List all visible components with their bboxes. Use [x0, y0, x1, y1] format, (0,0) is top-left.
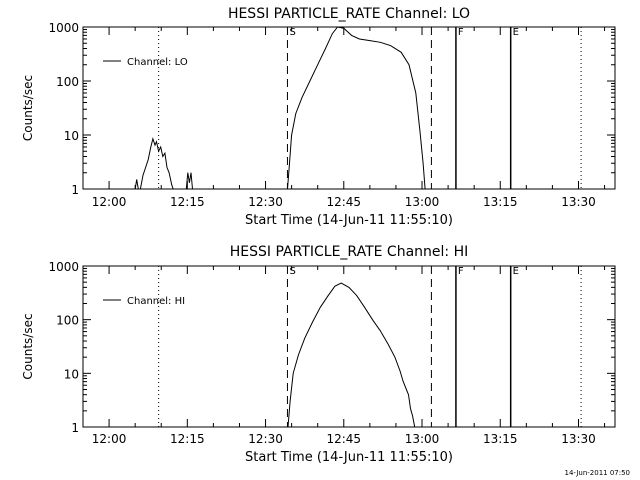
chart-title: HESSI PARTICLE_RATE Channel: HI: [230, 244, 468, 260]
plot-frame: [82, 265, 616, 428]
plot-frame: [82, 26, 616, 190]
time-marker-label: S: [289, 27, 295, 38]
x-tick-label: 12:45: [326, 195, 361, 209]
x-tick-label: 12:00: [92, 195, 127, 209]
x-tick-label: 13:30: [561, 195, 596, 209]
y-tick-label: 10: [64, 129, 79, 143]
x-tick-label: 13:00: [405, 432, 440, 446]
y-tick-label: 1: [71, 421, 79, 435]
time-marker-label: E: [513, 266, 519, 277]
time-marker-label: S: [289, 266, 295, 277]
x-tick-label: 12:15: [170, 432, 205, 446]
y-tick-label: 1000: [48, 260, 79, 274]
chart-title: HESSI PARTICLE_RATE Channel: LO: [228, 6, 470, 22]
time-marker-label: E: [513, 27, 519, 38]
x-tick-label: 12:45: [326, 432, 361, 446]
time-marker-label: F: [458, 27, 464, 38]
y-tick-label: 1: [71, 183, 79, 197]
legend-label: Channel: LO: [127, 57, 188, 68]
y-tick-label: 100: [56, 75, 79, 89]
x-tick-label: 12:15: [170, 195, 205, 209]
series-line: [287, 282, 416, 428]
x-tick-label: 13:15: [483, 195, 518, 209]
x-axis-label: Start Time (14-Jun-11 11:55:10): [245, 450, 453, 465]
y-axis-label: Counts/sec: [21, 75, 35, 141]
y-axis-label: Counts/sec: [21, 313, 35, 379]
y-tick-label: 1000: [48, 21, 79, 35]
x-tick-label: 13:15: [483, 432, 518, 446]
x-tick-label: 12:30: [248, 195, 283, 209]
x-tick-label: 12:30: [248, 432, 283, 446]
series-line: [134, 26, 426, 190]
hi-channel-chart: HESSI PARTICLE_RATE Channel: HI 1 10 100 100…: [21, 244, 616, 465]
time-marker-label: F: [458, 266, 464, 277]
y-tick-label: 100: [56, 314, 79, 328]
legend-label: Channel: HI: [127, 296, 185, 307]
x-axis-label: Start Time (14-Jun-11 11:55:10): [245, 213, 453, 228]
x-tick-label: 13:30: [561, 432, 596, 446]
lo-channel-chart: HESSI PARTICLE_RATE Channel: LO 1 10 100 100…: [21, 6, 616, 228]
y-tick-label: 10: [64, 367, 79, 381]
footer-timestamp: 14-Jun-2011 07:50: [564, 469, 631, 477]
x-tick-label: 13:00: [405, 195, 440, 209]
x-tick-label: 12:00: [92, 432, 127, 446]
